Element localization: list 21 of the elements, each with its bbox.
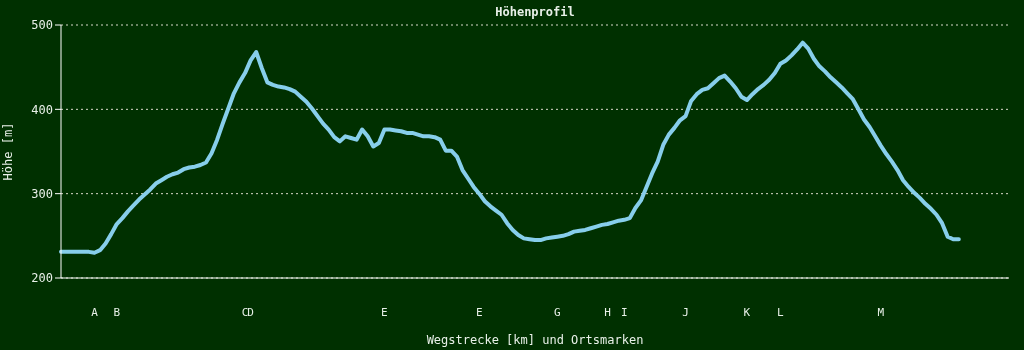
x-tick-label: E — [381, 306, 388, 319]
line-series — [59, 40, 961, 255]
x-tick-label: D — [247, 306, 254, 319]
chart-title: Höhenprofil — [495, 5, 575, 19]
x-tick-label: K — [743, 306, 751, 319]
x-tick-label: J — [682, 306, 689, 319]
y-axis-title: Höhe [m] — [1, 122, 16, 181]
x-tick-label: E — [475, 306, 483, 319]
y-tick-label: 400 — [31, 102, 53, 117]
x-tick-label: C — [241, 306, 249, 319]
x-tick-label: I — [620, 306, 628, 319]
y-tick-label: 200 — [31, 271, 53, 286]
x-tick-label: G — [553, 306, 561, 319]
x-tick-label: L — [777, 306, 785, 319]
x-tick-label: H — [604, 306, 611, 319]
y-tick-label: 500 — [31, 18, 53, 33]
x-tick-label: A — [91, 306, 99, 319]
y-tick-label: 300 — [31, 186, 53, 201]
x-tick-label: M — [877, 306, 885, 319]
x-tick-label: B — [113, 306, 121, 319]
x-axis-title: Wegstrecke [km] und Ortsmarken — [426, 333, 644, 347]
